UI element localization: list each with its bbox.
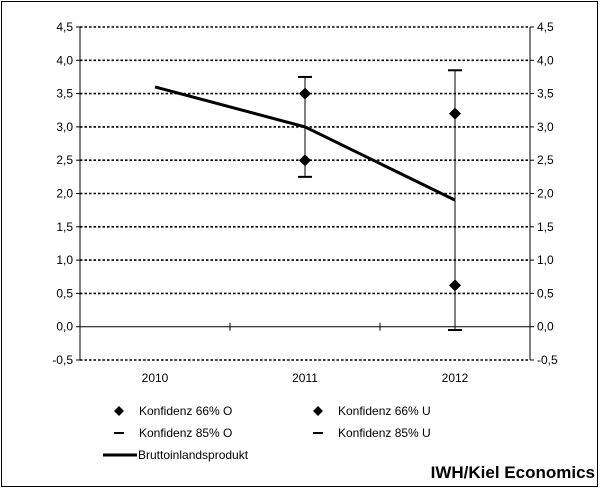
y-tick-label-left: 2,0 bbox=[56, 187, 73, 201]
diamond-marker bbox=[299, 154, 311, 167]
x-axis-ticks: 2010 2011 2012 bbox=[142, 371, 469, 385]
legend-label: Konfidenz 66% O bbox=[139, 404, 232, 418]
y-tick-label-right: 0,5 bbox=[537, 286, 554, 300]
y-tick-label-left: 1,0 bbox=[56, 253, 73, 267]
y-tick-label-right: 1,5 bbox=[537, 220, 554, 234]
y-tick-label-right: -0,5 bbox=[537, 353, 558, 367]
y-tick-label-left: 2,5 bbox=[56, 153, 73, 167]
x-tick-label: 2012 bbox=[442, 371, 469, 385]
legend-label: Bruttoinlandsprodukt bbox=[138, 448, 249, 462]
credit-text: IWH/Kiel Economics bbox=[431, 463, 595, 482]
x-tick-label: 2011 bbox=[292, 371, 318, 385]
diamond-marker bbox=[299, 87, 311, 100]
y-tick-label-left: 0,5 bbox=[56, 286, 73, 300]
y-axis-right-ticks: 4,5 4,0 3,5 3,0 2,5 2,0 1,5 1,0 0,5 0,0 -0,5 bbox=[537, 20, 558, 367]
legend-label: Konfidenz 85% U bbox=[338, 426, 431, 440]
y-tick-label-right: 2,0 bbox=[537, 187, 554, 201]
legend-diamond-icon bbox=[313, 406, 323, 416]
y-tick-label-left: 4,0 bbox=[56, 53, 73, 67]
axes bbox=[76, 26, 534, 361]
legend-diamond-icon bbox=[114, 406, 124, 416]
y-tick-label-left: 4,5 bbox=[56, 20, 73, 34]
y-tick-label-right: 3,0 bbox=[537, 120, 554, 134]
series bbox=[154, 69, 462, 332]
y-tick-label-right: 3,5 bbox=[537, 87, 554, 101]
y-tick-label-right: 1,0 bbox=[537, 253, 554, 267]
y-tick-label-left: 1,5 bbox=[56, 220, 73, 234]
diamond-marker bbox=[449, 107, 461, 120]
y-tick-label-left: -0,5 bbox=[52, 353, 73, 367]
y-tick-label-right: 4,0 bbox=[537, 53, 554, 67]
y-axis-left-ticks: 4,5 4,0 3,5 3,0 2,5 2,0 1,5 1,0 0,5 0,0 -0,5 bbox=[52, 20, 73, 367]
y-tick-label-right: 0,0 bbox=[537, 320, 554, 334]
legend-label: Konfidenz 85% O bbox=[139, 426, 232, 440]
y-tick-label-right: 4,5 bbox=[537, 20, 554, 34]
y-tick-label-left: 0,0 bbox=[56, 320, 73, 334]
y-tick-label-right: 2,5 bbox=[537, 153, 554, 167]
diamond-marker bbox=[449, 279, 461, 292]
y-tick-label-left: 3,0 bbox=[56, 120, 73, 134]
x-tick-label: 2010 bbox=[142, 371, 169, 385]
series-line-bip bbox=[154, 85, 456, 202]
legend-label: Konfidenz 66% U bbox=[338, 404, 431, 418]
y-tick-label-left: 3,5 bbox=[56, 87, 73, 101]
legend: Konfidenz 66% O Konfidenz 66% U Konfidenz … bbox=[103, 404, 431, 462]
